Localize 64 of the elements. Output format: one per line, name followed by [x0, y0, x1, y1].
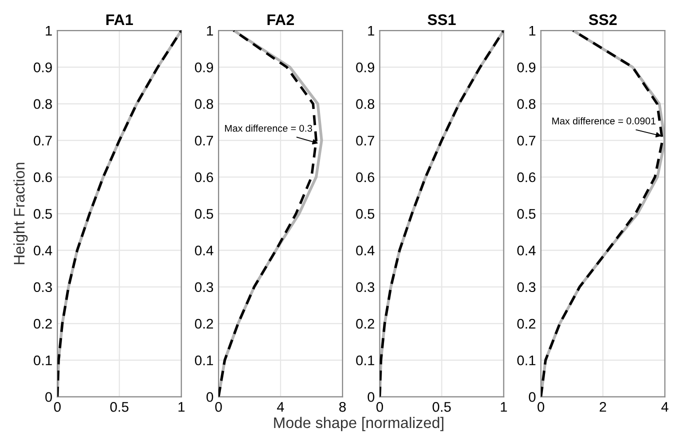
- chart-title: FA1: [106, 14, 133, 25]
- y-tick-label: 0.4: [34, 246, 52, 256]
- y-tick-label: 0.2: [517, 318, 536, 329]
- y-tick-label: 0.5: [517, 208, 536, 219]
- y-tick-label: 0.3: [194, 282, 214, 292]
- y-tick-label: 0.9: [356, 62, 374, 72]
- y-tick-label: 0.7: [34, 136, 52, 146]
- x-axis-title: Mode shape [normalized]: [274, 416, 444, 432]
- y-tick-label: 0.6: [517, 172, 536, 182]
- y-tick-label: 0.3: [356, 282, 374, 292]
- y-tick-label: 0.5: [194, 208, 214, 219]
- x-tick-label: 8: [339, 402, 346, 412]
- y-tick-label: 0: [206, 392, 214, 402]
- y-tick-label: 0: [368, 392, 374, 402]
- y-tick-label: 0: [45, 392, 52, 402]
- y-tick-label: 0.5: [34, 208, 52, 219]
- y-tick-label: 0.6: [194, 172, 214, 182]
- y-tick-label: 0: [528, 392, 536, 402]
- x-tick-label: 2: [600, 402, 606, 412]
- x-tick-label: 4: [276, 402, 284, 412]
- x-tick-label: 0: [538, 402, 544, 412]
- x-tick-label: 4: [661, 402, 668, 412]
- y-tick-label: 0.9: [517, 62, 536, 72]
- y-tick-label: 0.7: [517, 136, 536, 146]
- y-tick-label: 1: [529, 26, 536, 36]
- y-tick-label: 0.9: [34, 62, 52, 72]
- y-tick-label: 0.1: [517, 355, 536, 366]
- x-tick-label: 0: [215, 402, 222, 412]
- y-tick-label: 0.2: [356, 318, 374, 329]
- y-tick-label: 0.4: [194, 246, 214, 256]
- y-tick-label: 0.2: [34, 318, 52, 329]
- y-tick-label: 0.5: [356, 208, 374, 219]
- x-tick-label: 0: [54, 402, 61, 412]
- y-tick-label: 0.4: [356, 246, 374, 256]
- y-tick-label: 0.1: [34, 355, 52, 366]
- chart-title: FA2: [268, 14, 294, 25]
- y-tick-label: 1: [46, 26, 52, 36]
- y-tick-label: 0.2: [194, 318, 213, 329]
- y-tick-label: 0.8: [194, 99, 214, 109]
- chart-title: SS1: [428, 14, 456, 26]
- y-axis-title: Height Fraction: [13, 162, 28, 264]
- x-tick-label: 0: [376, 402, 384, 412]
- y-tick-label: 0.6: [34, 172, 52, 182]
- y-tick-label: 0.8: [34, 99, 52, 109]
- chart-title: SS2: [588, 14, 617, 26]
- y-tick-label: 0.3: [34, 282, 52, 292]
- x-tick-label: 1: [178, 402, 185, 412]
- y-tick-label: 0.8: [517, 99, 536, 109]
- y-tick-label: 0.9: [194, 62, 214, 72]
- x-tick-label: 0.5: [110, 402, 128, 412]
- y-tick-label: 1: [207, 26, 214, 36]
- annotation: Max difference = 0.0901: [552, 117, 656, 124]
- y-tick-label: 0.7: [356, 136, 374, 146]
- annotation: Max difference = 0.3: [225, 124, 312, 132]
- y-tick-label: 0.7: [194, 136, 213, 146]
- y-tick-label: 0.4: [517, 246, 536, 256]
- x-tick-label: 1: [500, 402, 507, 412]
- y-tick-label: 0.6: [356, 172, 374, 182]
- y-tick-label: 0.8: [356, 99, 374, 109]
- x-tick-label: 0.5: [432, 402, 451, 412]
- y-tick-label: 0.1: [194, 355, 214, 366]
- y-tick-label: 1: [368, 26, 374, 36]
- y-tick-label: 0.1: [356, 355, 374, 366]
- y-tick-label: 0.3: [517, 282, 536, 292]
